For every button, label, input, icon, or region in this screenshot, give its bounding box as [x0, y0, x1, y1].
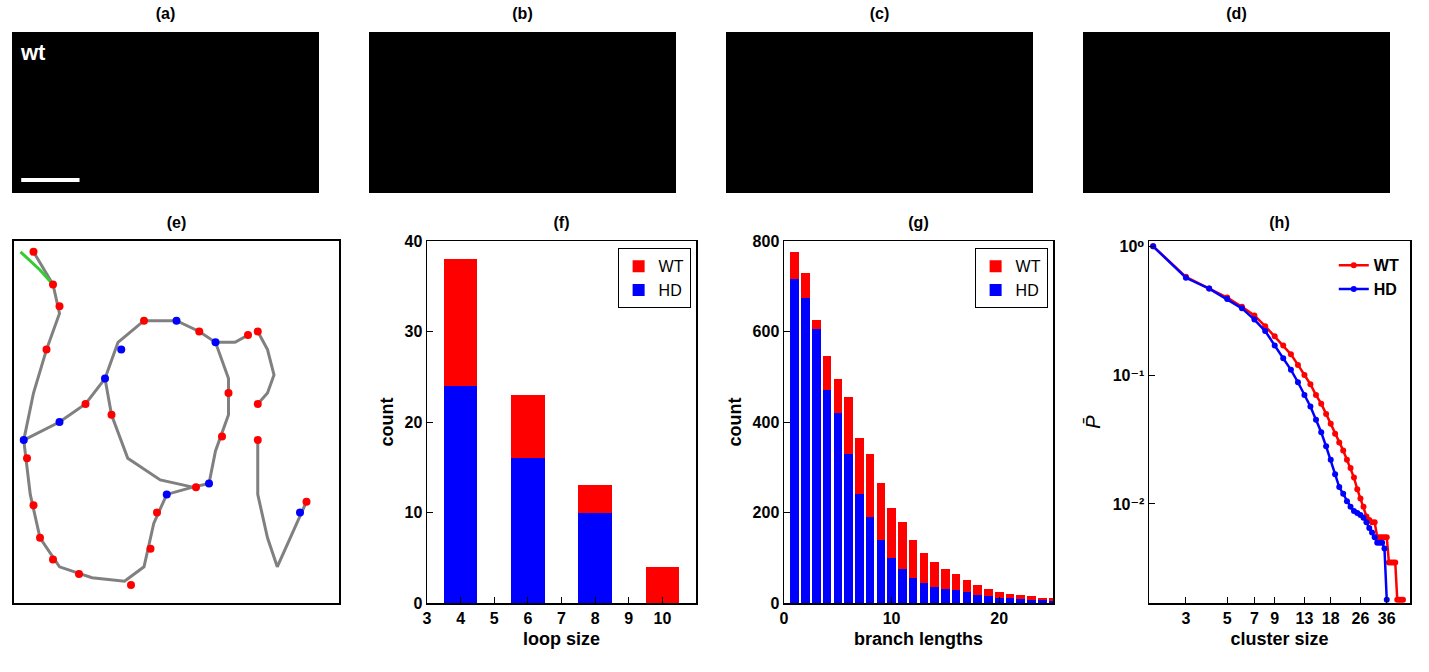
svg-text:(e): (e): [167, 214, 187, 231]
svg-text:4: 4: [456, 610, 465, 627]
svg-text:9: 9: [624, 610, 633, 627]
svg-text:count: count: [377, 398, 397, 447]
svg-text:20: 20: [990, 610, 1008, 627]
svg-text:5: 5: [490, 610, 499, 627]
svg-text:3: 3: [1181, 610, 1190, 627]
svg-text:(f): (f): [554, 214, 570, 231]
svg-text:cluster size: cluster size: [1230, 629, 1328, 649]
svg-text:(c): (c): [870, 5, 890, 22]
svg-text:40: 40: [405, 233, 423, 250]
svg-text:8: 8: [591, 610, 600, 627]
svg-text:36: 36: [1378, 610, 1396, 627]
svg-text:6: 6: [523, 610, 532, 627]
svg-text:9: 9: [1270, 610, 1279, 627]
svg-text:600: 600: [753, 323, 780, 340]
svg-text:branch lengths: branch lengths: [854, 629, 983, 649]
svg-text:(g): (g): [908, 214, 928, 231]
svg-text:(b): (b): [512, 5, 532, 22]
svg-text:0: 0: [780, 610, 789, 627]
svg-text:(d): (d): [1226, 5, 1246, 22]
svg-text:10: 10: [883, 610, 901, 627]
svg-text:count: count: [725, 398, 745, 447]
svg-text:(a): (a): [156, 5, 176, 22]
svg-text:WT: WT: [659, 258, 684, 275]
svg-text:0: 0: [770, 595, 779, 612]
svg-text:3: 3: [423, 610, 432, 627]
svg-text:0: 0: [413, 595, 422, 612]
svg-text:HD: HD: [1016, 282, 1039, 299]
svg-text:10⁰: 10⁰: [1119, 238, 1144, 255]
svg-text:HD: HD: [1374, 281, 1397, 298]
svg-text:7: 7: [557, 610, 566, 627]
svg-text:WT: WT: [1016, 258, 1041, 275]
svg-text:(h): (h): [1269, 214, 1289, 231]
svg-text:loop size: loop size: [523, 629, 600, 649]
svg-text:20: 20: [405, 414, 423, 431]
svg-text:30: 30: [405, 323, 423, 340]
svg-text:7: 7: [1250, 610, 1259, 627]
svg-text:HD: HD: [659, 282, 682, 299]
svg-text:10⁻¹: 10⁻¹: [1113, 367, 1145, 384]
svg-text:200: 200: [753, 504, 780, 521]
svg-text:wt: wt: [20, 40, 46, 65]
svg-text:P̄: P̄: [1082, 415, 1104, 429]
svg-text:13: 13: [1296, 610, 1314, 627]
svg-text:10: 10: [653, 610, 671, 627]
svg-text:WT: WT: [1374, 257, 1399, 274]
svg-text:800: 800: [753, 233, 780, 250]
svg-text:10: 10: [405, 504, 423, 521]
svg-text:26: 26: [1352, 610, 1370, 627]
svg-text:10⁻²: 10⁻²: [1113, 496, 1145, 513]
svg-text:5: 5: [1223, 610, 1232, 627]
svg-text:400: 400: [753, 414, 780, 431]
svg-text:18: 18: [1322, 610, 1340, 627]
